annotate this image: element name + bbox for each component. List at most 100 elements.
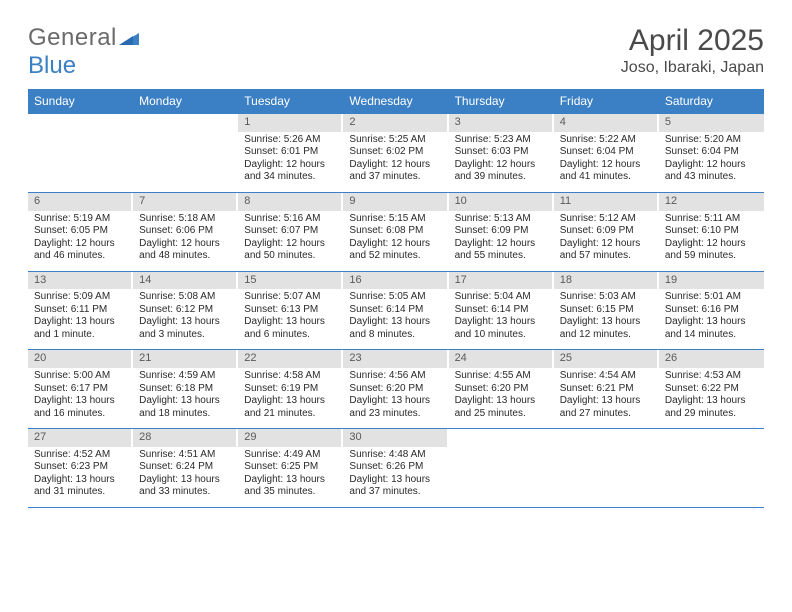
day-number: 6	[28, 193, 133, 211]
day-number: 1	[238, 114, 343, 132]
sunrise-text: Sunrise: 5:03 AM	[560, 291, 653, 304]
sunrise-text: Sunrise: 4:48 AM	[349, 449, 442, 462]
daylight-text: Daylight: 12 hours and 41 minutes.	[560, 159, 653, 184]
day-info: Sunrise: 5:16 AMSunset: 6:07 PMDaylight:…	[238, 211, 343, 271]
sunrise-text: Sunrise: 5:18 AM	[139, 213, 232, 226]
daylight-text: Daylight: 13 hours and 10 minutes.	[455, 316, 548, 341]
daylight-text: Daylight: 13 hours and 33 minutes.	[139, 474, 232, 499]
day-cell: 17Sunrise: 5:04 AMSunset: 6:14 PMDayligh…	[449, 271, 554, 350]
day-number: 9	[343, 193, 448, 211]
day-header-thursday: Thursday	[449, 89, 554, 114]
day-cell: 16Sunrise: 5:05 AMSunset: 6:14 PMDayligh…	[343, 271, 448, 350]
sunset-text: Sunset: 6:20 PM	[455, 383, 548, 396]
sunrise-text: Sunrise: 5:01 AM	[665, 291, 758, 304]
sunrise-text: Sunrise: 5:12 AM	[560, 213, 653, 226]
daylight-text: Daylight: 12 hours and 48 minutes.	[139, 238, 232, 263]
sunrise-text: Sunrise: 4:54 AM	[560, 370, 653, 383]
day-info: Sunrise: 5:12 AMSunset: 6:09 PMDaylight:…	[554, 211, 659, 271]
daylight-text: Daylight: 12 hours and 52 minutes.	[349, 238, 442, 263]
day-cell: 30Sunrise: 4:48 AMSunset: 6:26 PMDayligh…	[343, 429, 448, 508]
sunset-text: Sunset: 6:10 PM	[665, 225, 758, 238]
sunset-text: Sunset: 6:04 PM	[665, 146, 758, 159]
empty-cell	[659, 429, 764, 508]
daylight-text: Daylight: 13 hours and 23 minutes.	[349, 395, 442, 420]
day-number: 14	[133, 272, 238, 290]
sunrise-text: Sunrise: 5:16 AM	[244, 213, 337, 226]
sunrise-text: Sunrise: 4:51 AM	[139, 449, 232, 462]
logo: General	[28, 24, 139, 52]
day-cell: 22Sunrise: 4:58 AMSunset: 6:19 PMDayligh…	[238, 350, 343, 429]
week-row: 6Sunrise: 5:19 AMSunset: 6:05 PMDaylight…	[28, 192, 764, 271]
sunset-text: Sunset: 6:18 PM	[139, 383, 232, 396]
day-number: 7	[133, 193, 238, 211]
day-cell: 26Sunrise: 4:53 AMSunset: 6:22 PMDayligh…	[659, 350, 764, 429]
day-cell: 1Sunrise: 5:26 AMSunset: 6:01 PMDaylight…	[238, 114, 343, 193]
daylight-text: Daylight: 13 hours and 14 minutes.	[665, 316, 758, 341]
week-row: 13Sunrise: 5:09 AMSunset: 6:11 PMDayligh…	[28, 271, 764, 350]
sunset-text: Sunset: 6:06 PM	[139, 225, 232, 238]
day-number: 30	[343, 429, 448, 447]
sunset-text: Sunset: 6:01 PM	[244, 146, 337, 159]
daylight-text: Daylight: 12 hours and 43 minutes.	[665, 159, 758, 184]
day-info: Sunrise: 5:05 AMSunset: 6:14 PMDaylight:…	[343, 289, 448, 349]
sunset-text: Sunset: 6:08 PM	[349, 225, 442, 238]
day-info: Sunrise: 4:53 AMSunset: 6:22 PMDaylight:…	[659, 368, 764, 428]
sunset-text: Sunset: 6:26 PM	[349, 461, 442, 474]
sunset-text: Sunset: 6:15 PM	[560, 304, 653, 317]
day-info: Sunrise: 4:51 AMSunset: 6:24 PMDaylight:…	[133, 447, 238, 507]
empty-cell	[554, 429, 659, 508]
sunset-text: Sunset: 6:12 PM	[139, 304, 232, 317]
day-number: 4	[554, 114, 659, 132]
day-cell: 23Sunrise: 4:56 AMSunset: 6:20 PMDayligh…	[343, 350, 448, 429]
sunrise-text: Sunrise: 5:11 AM	[665, 213, 758, 226]
day-cell: 28Sunrise: 4:51 AMSunset: 6:24 PMDayligh…	[133, 429, 238, 508]
sunrise-text: Sunrise: 5:09 AM	[34, 291, 127, 304]
sunrise-text: Sunrise: 5:00 AM	[34, 370, 127, 383]
day-number: 8	[238, 193, 343, 211]
sunrise-text: Sunrise: 5:04 AM	[455, 291, 548, 304]
day-cell: 25Sunrise: 4:54 AMSunset: 6:21 PMDayligh…	[554, 350, 659, 429]
day-info: Sunrise: 4:48 AMSunset: 6:26 PMDaylight:…	[343, 447, 448, 507]
sunset-text: Sunset: 6:03 PM	[455, 146, 548, 159]
day-cell: 15Sunrise: 5:07 AMSunset: 6:13 PMDayligh…	[238, 271, 343, 350]
daylight-text: Daylight: 13 hours and 18 minutes.	[139, 395, 232, 420]
day-cell: 12Sunrise: 5:11 AMSunset: 6:10 PMDayligh…	[659, 192, 764, 271]
sunrise-text: Sunrise: 4:49 AM	[244, 449, 337, 462]
daylight-text: Daylight: 12 hours and 39 minutes.	[455, 159, 548, 184]
header: General April 2025 Joso, Ibaraki, Japan	[28, 24, 764, 77]
day-number: 20	[28, 350, 133, 368]
day-info: Sunrise: 5:09 AMSunset: 6:11 PMDaylight:…	[28, 289, 133, 349]
day-cell: 21Sunrise: 4:59 AMSunset: 6:18 PMDayligh…	[133, 350, 238, 429]
day-cell: 24Sunrise: 4:55 AMSunset: 6:20 PMDayligh…	[449, 350, 554, 429]
logo-triangle-icon	[119, 31, 139, 45]
day-info: Sunrise: 5:08 AMSunset: 6:12 PMDaylight:…	[133, 289, 238, 349]
sunrise-text: Sunrise: 4:52 AM	[34, 449, 127, 462]
daylight-text: Daylight: 13 hours and 3 minutes.	[139, 316, 232, 341]
day-info: Sunrise: 5:18 AMSunset: 6:06 PMDaylight:…	[133, 211, 238, 271]
day-number: 11	[554, 193, 659, 211]
day-info: Sunrise: 5:22 AMSunset: 6:04 PMDaylight:…	[554, 132, 659, 192]
day-number: 17	[449, 272, 554, 290]
empty-cell	[449, 429, 554, 508]
day-cell: 14Sunrise: 5:08 AMSunset: 6:12 PMDayligh…	[133, 271, 238, 350]
daylight-text: Daylight: 12 hours and 59 minutes.	[665, 238, 758, 263]
sunset-text: Sunset: 6:14 PM	[349, 304, 442, 317]
sunrise-text: Sunrise: 4:55 AM	[455, 370, 548, 383]
week-row: 20Sunrise: 5:00 AMSunset: 6:17 PMDayligh…	[28, 350, 764, 429]
day-info: Sunrise: 5:00 AMSunset: 6:17 PMDaylight:…	[28, 368, 133, 428]
sunset-text: Sunset: 6:22 PM	[665, 383, 758, 396]
day-cell: 20Sunrise: 5:00 AMSunset: 6:17 PMDayligh…	[28, 350, 133, 429]
daylight-text: Daylight: 13 hours and 35 minutes.	[244, 474, 337, 499]
title-block: April 2025 Joso, Ibaraki, Japan	[621, 24, 764, 77]
calendar-table: SundayMondayTuesdayWednesdayThursdayFrid…	[28, 89, 764, 508]
sunset-text: Sunset: 6:21 PM	[560, 383, 653, 396]
sunset-text: Sunset: 6:24 PM	[139, 461, 232, 474]
daylight-text: Daylight: 13 hours and 21 minutes.	[244, 395, 337, 420]
day-info: Sunrise: 5:13 AMSunset: 6:09 PMDaylight:…	[449, 211, 554, 271]
sunset-text: Sunset: 6:14 PM	[455, 304, 548, 317]
sunrise-text: Sunrise: 5:19 AM	[34, 213, 127, 226]
sunset-text: Sunset: 6:25 PM	[244, 461, 337, 474]
day-cell: 2Sunrise: 5:25 AMSunset: 6:02 PMDaylight…	[343, 114, 448, 193]
calendar-page: General April 2025 Joso, Ibaraki, Japan …	[0, 0, 792, 508]
sunrise-text: Sunrise: 4:58 AM	[244, 370, 337, 383]
